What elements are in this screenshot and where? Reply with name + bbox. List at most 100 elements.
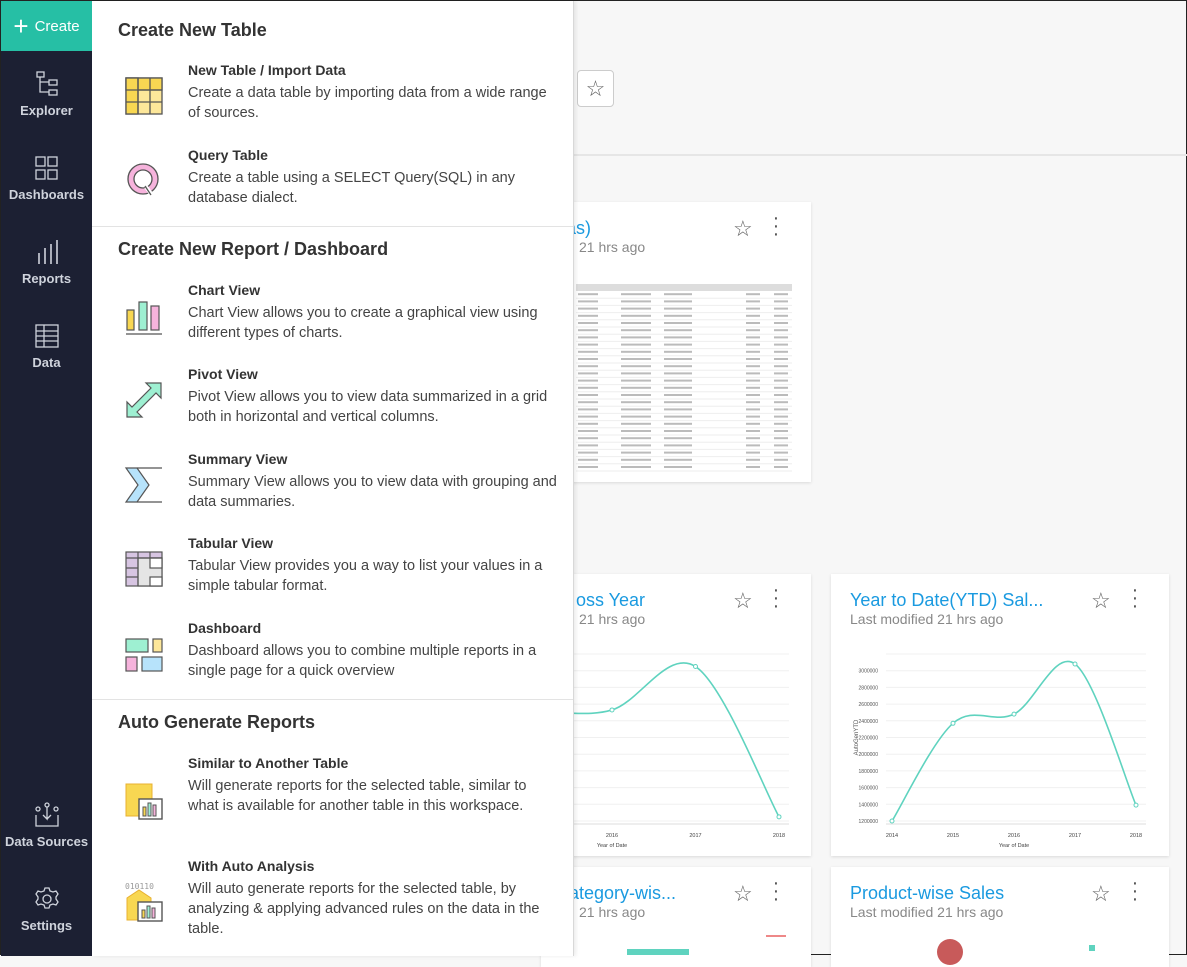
- table-cell: [664, 358, 692, 360]
- y-tick-label: 2200000: [859, 736, 879, 742]
- more-options-icon[interactable]: · · ·: [1131, 872, 1139, 910]
- report-card[interactable]: Year to Date(YTD) Sal... Last modified 2…: [831, 574, 1169, 856]
- table-cell: [746, 372, 760, 375]
- table-cell: [774, 372, 788, 375]
- card-modified: 21 hrs ago: [579, 904, 646, 920]
- section-heading: Create New Report / Dashboard: [118, 239, 389, 259]
- table-cell: [664, 379, 692, 382]
- table-cell: [664, 466, 692, 468]
- table-cell: [746, 444, 760, 447]
- card-title[interactable]: Product-wise Sales: [850, 883, 1005, 903]
- table-cell: [746, 408, 760, 411]
- card-modified: 21 hrs ago: [579, 239, 646, 255]
- sidebar-label: Explorer: [20, 103, 73, 118]
- menu-item-title: Tabular View: [188, 535, 274, 551]
- table-cell: [621, 350, 651, 353]
- table-cell: [774, 300, 788, 303]
- y-tick-label: 2600000: [859, 702, 879, 708]
- star-icon[interactable]: ☆: [733, 216, 753, 241]
- table-cell: [578, 444, 598, 447]
- table-cell: [664, 300, 692, 303]
- menu-item-tabular-view[interactable]: Tabular View Tabular View provides you a…: [92, 535, 573, 615]
- menu-item-desc: Will auto generate reports for the selec…: [188, 881, 540, 937]
- report-card[interactable]: as) 21 hrs ago ☆ · · ·: [541, 202, 811, 482]
- table-cell: [774, 307, 788, 310]
- menu-item-auto-analysis[interactable]: 010110 With Auto Analysis Will auto gene…: [92, 858, 573, 948]
- menu-item-dashboard[interactable]: Dashboard Dashboard allows you to combin…: [92, 620, 573, 700]
- table-cell: [774, 437, 788, 440]
- report-card[interactable]: oss Year 21 hrs ago ☆ ··· 20142015201620…: [541, 574, 811, 856]
- sidebar-item-settings[interactable]: Settings: [1, 886, 92, 933]
- table-cell: [621, 386, 651, 389]
- table-grid-icon: [125, 77, 163, 115]
- data-point: [1072, 661, 1078, 667]
- table-cell: [774, 336, 788, 339]
- table-cell: [621, 444, 651, 447]
- table-cell: [578, 394, 598, 396]
- table-cell: [774, 401, 788, 404]
- y-tick-label: 1200000: [859, 819, 879, 825]
- x-tick-label: 2015: [947, 833, 959, 839]
- card-title[interactable]: Year to Date(YTD) Sal...: [850, 590, 1044, 610]
- menu-item-similar-table[interactable]: Similar to Another Table Will generate r…: [92, 755, 573, 855]
- menu-item-title: Dashboard: [188, 620, 262, 636]
- sidebar-item-reports[interactable]: Reports: [1, 239, 92, 286]
- menu-item-pivot-view[interactable]: Pivot View Pivot View allows you to view…: [92, 366, 573, 446]
- sidebar-item-data[interactable]: Data: [1, 323, 92, 370]
- more-options-icon[interactable]: · · ·: [1131, 579, 1139, 617]
- table-header: [576, 284, 792, 291]
- table-cell: [621, 401, 651, 404]
- table-cell: [621, 408, 651, 411]
- menu-item-query-table[interactable]: Query Table Create a table using a SELEC…: [92, 147, 573, 227]
- sidebar-item-explorer[interactable]: Explorer: [1, 71, 92, 118]
- table-cell: [664, 372, 692, 375]
- sidebar-item-dashboards[interactable]: Dashboards: [1, 155, 92, 202]
- table-cell: [578, 451, 598, 454]
- favorite-button[interactable]: ☆: [577, 70, 614, 107]
- table-cell: [621, 372, 651, 375]
- y-tick-label: 3000000: [859, 669, 879, 675]
- star-icon[interactable]: ☆: [733, 588, 753, 613]
- table-cell: [621, 451, 651, 454]
- menu-item-desc: Will generate reports for the selected t…: [188, 778, 527, 814]
- table-cell: [774, 379, 788, 382]
- star-icon[interactable]: ☆: [1091, 881, 1111, 906]
- card-modified: Last modified 21 hrs ago: [850, 611, 1004, 627]
- report-card[interactable]: Product-wise Sales Last modified 21 hrs …: [831, 867, 1169, 967]
- card-title[interactable]: oss Year: [576, 590, 646, 610]
- table-cell: [664, 437, 692, 440]
- menu-item-chart-view[interactable]: Chart View Chart View allows you to crea…: [92, 282, 573, 362]
- table-cell: [664, 408, 692, 411]
- more-options-icon[interactable]: · · ·: [772, 872, 780, 910]
- table-cell: [621, 379, 651, 382]
- table-cell: [746, 401, 760, 404]
- table-cell: [621, 322, 651, 324]
- table-cell: [578, 358, 598, 360]
- table-cell: [621, 336, 651, 339]
- card-title[interactable]: ategory-wis...: [569, 883, 677, 903]
- more-options-icon[interactable]: · · ·: [772, 207, 780, 245]
- menu-item-desc: Dashboard allows you to combine multiple…: [188, 643, 537, 679]
- table-cell: [621, 343, 651, 346]
- sidebar-label: Data Sources: [4, 834, 89, 849]
- sidebar-item-data-sources[interactable]: Data Sources: [1, 802, 92, 849]
- star-icon[interactable]: ☆: [733, 881, 753, 906]
- table-cell: [746, 307, 760, 310]
- menu-item-new-table[interactable]: New Table / Import Data Create a data ta…: [92, 62, 573, 142]
- more-options-icon[interactable]: · · ·: [772, 579, 780, 617]
- table-cell: [664, 458, 692, 461]
- table-cell: [578, 415, 598, 418]
- report-card[interactable]: ategory-wis... 21 hrs ago ☆ · · ·: [541, 867, 811, 967]
- y-tick-label: 1400000: [859, 802, 879, 808]
- table-cell: [774, 343, 788, 346]
- star-icon[interactable]: ☆: [1091, 588, 1111, 613]
- table-cell: [664, 314, 692, 317]
- data-point: [609, 707, 615, 713]
- table-cell: [621, 314, 651, 317]
- divider: [92, 699, 573, 700]
- table-cell: [578, 314, 598, 317]
- menu-item-summary-view[interactable]: Summary View Summary View allows you to …: [92, 451, 573, 531]
- create-button[interactable]: + Create: [1, 1, 92, 51]
- y-tick-label: 1800000: [859, 769, 879, 775]
- table-cell: [664, 322, 692, 324]
